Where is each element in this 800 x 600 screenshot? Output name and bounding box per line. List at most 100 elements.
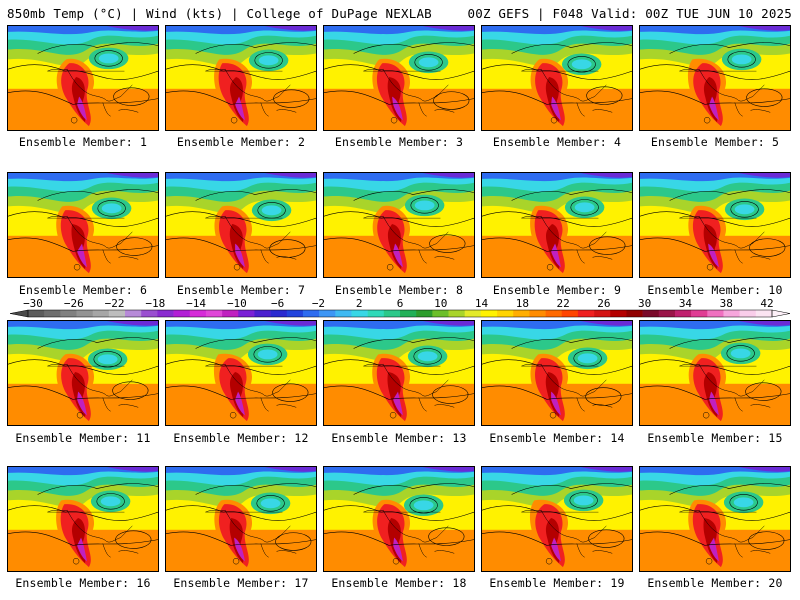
ensemble-member-label: Ensemble Member: 16 [15,576,151,590]
colorbar-swatch [448,310,465,317]
colorbar-swatch [723,310,740,317]
colorbar-swatch [545,310,563,317]
colorbar-tick-label: 14 [475,297,489,310]
colorbar-swatch [335,310,352,317]
ensemble-member-label: Ensemble Member: 10 [647,283,783,297]
ensemble-member-label: Ensemble Member: 2 [176,135,306,149]
colorbar-tick-label: 34 [679,297,693,310]
ensemble-member-label: Ensemble Member: 12 [173,431,309,445]
ensemble-member-map [481,320,633,426]
colorbar-swatch [60,310,77,317]
ensemble-member-label: Ensemble Member: 5 [650,135,780,149]
colorbar-swatch [658,310,676,317]
colorbar-swatch [707,310,724,317]
colorbar-swatch [497,310,514,317]
colorbar-tick-label: 2 [356,297,363,310]
colorbar-swatch [205,310,223,317]
colorbar-swatch [367,310,385,317]
colorbar-swatch [76,310,93,317]
colorbar-swatch [416,310,433,317]
colorbar-swatch [108,310,126,317]
colorbar-tick-label: 22 [556,297,569,310]
colorbar-swatch [319,310,336,317]
colorbar-swatch [270,310,288,317]
colorbar-swatch [561,310,579,317]
ensemble-member-label: Ensemble Member: 4 [492,135,622,149]
colorbar-swatch [254,310,271,317]
chart-title: 850mb Temp (°C) | Wind (kts) | College o… [7,6,432,21]
ensemble-member-label: Ensemble Member: 6 [18,283,148,297]
colorbar-swatch [577,310,595,317]
colorbar-swatch [125,310,142,317]
ensemble-member-label: Ensemble Member: 11 [15,431,151,445]
ensemble-member-map [323,320,475,426]
colorbar-swatch [642,310,660,317]
ensemble-member-label: Ensemble Member: 20 [647,576,783,590]
colorbar-tick-label: −18 [145,297,165,310]
colorbar-swatch [351,310,368,317]
colorbar-swatch [691,310,708,317]
colorbar-swatch [173,310,191,317]
ensemble-member-label: Ensemble Member: 9 [492,283,622,297]
colorbar-max-arrow [771,309,791,318]
colorbar-outline [27,309,773,318]
colorbar-tick-label: 18 [516,297,529,310]
temperature-colorbar: −30 −26 −22 −18 −14 −10 −6 −2 2 6 10 14 18 22 26 30 34 38… [9,297,791,318]
colorbar-tick-label: −22 [105,297,125,310]
colorbar-tick-label: −10 [227,297,247,310]
colorbar-swatch [189,310,207,317]
colorbar-tick-label: −30 [23,297,43,310]
ensemble-member-map [639,320,791,426]
ensemble-member-label: Ensemble Member: 3 [334,135,464,149]
colorbar-tick-label: 38 [720,297,733,310]
ensemble-member-map [639,25,791,131]
ensemble-member-map [323,172,475,278]
ensemble-member-map [7,25,159,131]
colorbar-tick-label: −14 [186,297,206,310]
colorbar-swatch [92,310,110,317]
colorbar-tick-label: 30 [638,297,651,310]
ensemble-member-label: Ensemble Member: 7 [176,283,306,297]
colorbar-swatch [513,310,530,317]
colorbar-swatch [141,310,158,317]
model-run-info: 00Z GEFS | F048 Valid: 00Z TUE JUN 10 20… [467,6,792,21]
ensemble-member-map [7,320,159,426]
ensemble-member-label: Ensemble Member: 1 [18,135,148,149]
ensemble-member-label: Ensemble Member: 19 [489,576,625,590]
ensemble-member-map [165,25,317,131]
colorbar-swatch [28,310,45,317]
colorbar-swatch [238,310,255,317]
ensemble-member-map [481,172,633,278]
colorbar-swatch [432,310,449,317]
colorbar-swatch [464,310,482,317]
colorbar-swatch [400,310,417,317]
ensemble-member-map [165,466,317,572]
colorbar-tick-label: −26 [64,297,84,310]
ensemble-member-label: Ensemble Member: 8 [334,283,464,297]
ensemble-member-label: Ensemble Member: 15 [647,431,783,445]
ensemble-member-label: Ensemble Member: 13 [331,431,467,445]
colorbar-swatch [755,310,773,317]
ensemble-member-label: Ensemble Member: 17 [173,576,309,590]
colorbar-min-arrow [9,309,29,318]
colorbar-swatch [674,310,692,317]
colorbar-tick-label: 6 [397,297,404,310]
ensemble-member-map [165,172,317,278]
colorbar-swatch [529,310,546,317]
ensemble-member-map [323,466,475,572]
colorbar-tick-label: 42 [760,297,773,310]
ensemble-member-label: Ensemble Member: 18 [331,576,467,590]
ensemble-member-map [7,172,159,278]
colorbar-tick-label: −6 [271,297,284,310]
colorbar-swatch [594,310,611,317]
colorbar-swatch [286,310,304,317]
colorbar-swatch [383,310,401,317]
ensemble-member-map [639,466,791,572]
ensemble-member-map [323,25,475,131]
colorbar-swatch [222,310,239,317]
ensemble-member-map [481,466,633,572]
colorbar-tick-label: 10 [434,297,447,310]
colorbar-swatch [302,310,320,317]
colorbar-swatch [610,310,627,317]
colorbar-swatch [480,310,498,317]
